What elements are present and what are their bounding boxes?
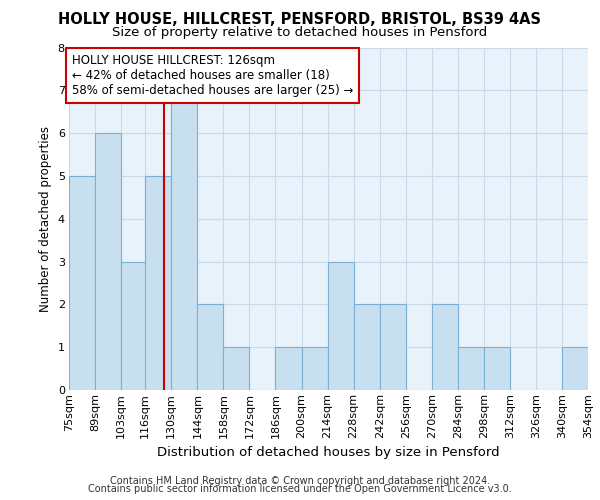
Bar	[275, 347, 302, 390]
X-axis label: Distribution of detached houses by size in Pensford: Distribution of detached houses by size …	[157, 446, 500, 459]
Bar	[458, 347, 484, 390]
Text: Contains HM Land Registry data © Crown copyright and database right 2024.: Contains HM Land Registry data © Crown c…	[110, 476, 490, 486]
Bar	[95, 133, 121, 390]
Text: Size of property relative to detached houses in Pensford: Size of property relative to detached ho…	[112, 26, 488, 39]
Bar	[69, 176, 95, 390]
Bar	[302, 347, 328, 390]
Bar	[432, 304, 458, 390]
Bar	[197, 304, 223, 390]
Text: Contains public sector information licensed under the Open Government Licence v3: Contains public sector information licen…	[88, 484, 512, 494]
Text: HOLLY HOUSE, HILLCREST, PENSFORD, BRISTOL, BS39 4AS: HOLLY HOUSE, HILLCREST, PENSFORD, BRISTO…	[59, 12, 542, 28]
Bar	[223, 347, 250, 390]
Bar	[145, 176, 172, 390]
Bar	[121, 262, 147, 390]
Bar	[484, 347, 510, 390]
Bar	[172, 90, 197, 390]
Bar	[353, 304, 380, 390]
Text: HOLLY HOUSE HILLCREST: 126sqm
← 42% of detached houses are smaller (18)
58% of s: HOLLY HOUSE HILLCREST: 126sqm ← 42% of d…	[71, 54, 353, 97]
Bar	[562, 347, 588, 390]
Y-axis label: Number of detached properties: Number of detached properties	[39, 126, 52, 312]
Bar	[380, 304, 406, 390]
Bar	[328, 262, 353, 390]
